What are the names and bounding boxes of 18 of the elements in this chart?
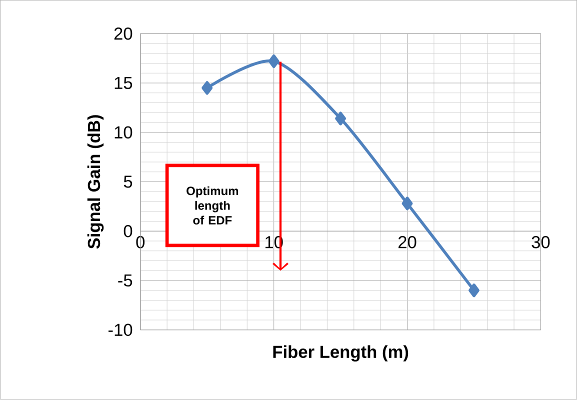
y-tick-label: -10 (108, 324, 132, 336)
point (268, 54, 280, 68)
annotation: Optimum length of EDF (186, 186, 238, 225)
point (402, 196, 413, 211)
y-tick-label: 0 (124, 225, 132, 238)
x-tick-label: 30 (532, 236, 550, 249)
x-tick-label: 0 (136, 236, 145, 249)
y-axis-title: Signal Gain (dB) (87, 115, 104, 249)
y-tick-label: -5 (118, 274, 132, 287)
x-axis-title: Fiber Length (m) (273, 345, 408, 362)
point (202, 81, 213, 95)
y-tick-label: 5 (124, 176, 132, 188)
point (468, 284, 480, 298)
y-tick-label: 20 (114, 28, 132, 40)
point (335, 112, 346, 126)
x-tick-label: 20 (398, 236, 416, 249)
y-tick-label: 15 (114, 77, 132, 90)
y-tick-label: 10 (114, 126, 132, 139)
